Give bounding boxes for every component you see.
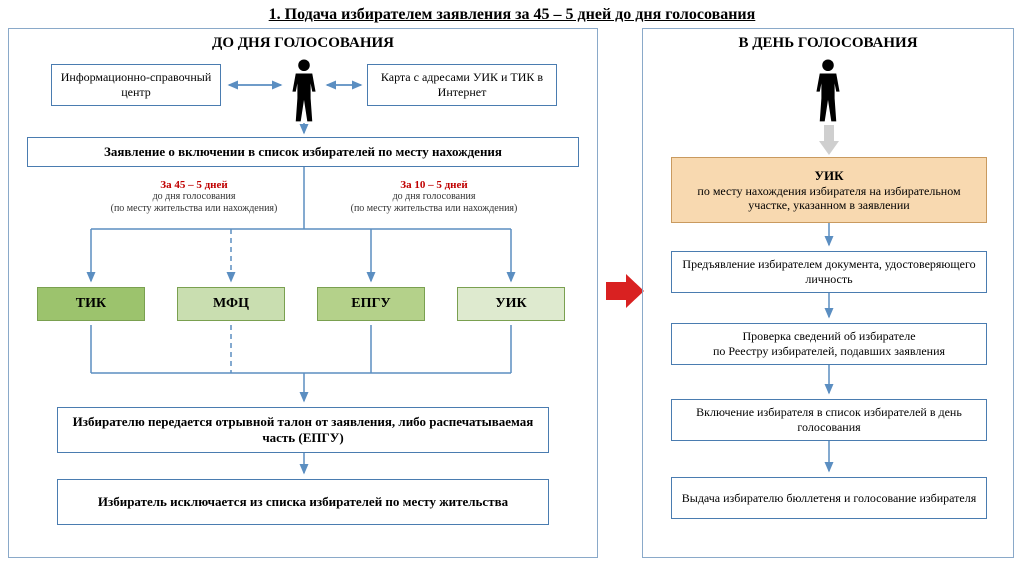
epgu-box: ЕПГУ: [317, 287, 425, 321]
check-box: Проверка сведений об избирателе по Реест…: [671, 323, 987, 365]
period1-sub: до дня голосования (по месту жительства …: [89, 191, 299, 214]
period2-title: За 10 – 5 дней: [329, 179, 539, 191]
coupon-box: Избирателю передается отрывной талон от …: [57, 407, 549, 453]
exclude-box: Избиратель исключается из списка избират…: [57, 479, 549, 525]
info-center-box: Информационно-справочный центр: [51, 64, 221, 106]
mfc-box: МФЦ: [177, 287, 285, 321]
panels-container: ДО ДНЯ ГОЛОСОВАНИЯ Информационно-справоч…: [0, 28, 1024, 558]
tik-box: ТИК: [37, 287, 145, 321]
period2: За 10 – 5 дней до дня голосования (по ме…: [329, 179, 539, 214]
left-panel-title: ДО ДНЯ ГОЛОСОВАНИЯ: [9, 29, 597, 54]
panel-before-vote: ДО ДНЯ ГОЛОСОВАНИЯ Информационно-справоч…: [8, 28, 598, 558]
period1: За 45 – 5 дней до дня голосования (по ме…: [89, 179, 299, 214]
main-title: 1. Подача избирателем заявления за 45 – …: [0, 0, 1024, 28]
right-panel-title: В ДЕНЬ ГОЛОСОВАНИЯ: [643, 29, 1013, 54]
uik-sub: по месту нахождения избирателя на избира…: [678, 184, 980, 213]
panel-vote-day: В ДЕНЬ ГОЛОСОВАНИЯ УИК по месту нахожден…: [642, 28, 1014, 558]
period2-sub: до дня голосования (по месту жительства …: [329, 191, 539, 214]
statement-box: Заявление о включении в список избирател…: [27, 137, 579, 167]
include-box: Включение избирателя в список избирателе…: [671, 399, 987, 441]
gray-down-arrow-icon: [819, 125, 839, 160]
period1-title: За 45 – 5 дней: [89, 179, 299, 191]
doc-box: Предъявление избирателем документа, удос…: [671, 251, 987, 293]
person-icon-right: [811, 57, 845, 128]
uik-box: УИК: [457, 287, 565, 321]
internet-box: Карта с адресами УИК и ТИК в Интернет: [367, 64, 557, 106]
ballot-box: Выдача избирателю бюллетеня и голосовани…: [671, 477, 987, 519]
uik-title: УИК: [814, 168, 843, 184]
person-icon: [287, 57, 321, 128]
uik-orange-box: УИК по месту нахождения избирателя на из…: [671, 157, 987, 223]
big-red-arrow-icon: [604, 270, 646, 317]
